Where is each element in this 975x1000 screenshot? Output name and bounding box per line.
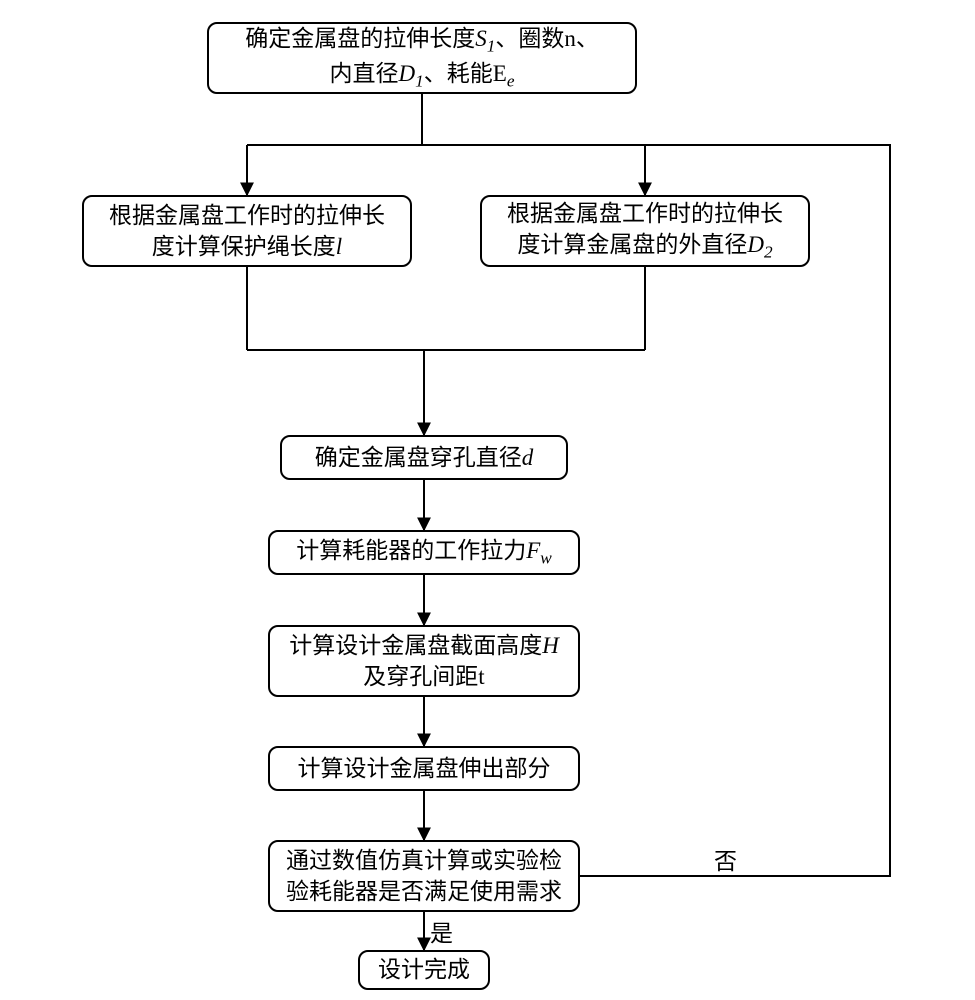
node-step-h-t: 计算设计金属盘截面高度H 及穿孔间距t (268, 625, 580, 697)
n6-sym: H (542, 633, 559, 658)
label-no: 否 (714, 842, 737, 876)
node-decision: 通过数值仿真计算或实验检 验耗能器是否满足使用需求 (268, 840, 580, 912)
n3-sub: 2 (764, 243, 773, 262)
node-right-branch: 根据金属盘工作时的拉伸长 度计算金属盘的外直径D2 (480, 195, 810, 267)
n2-line2a: 度计算保护绳长度 (152, 234, 336, 259)
n8-line2: 验耗能器是否满足使用需求 (286, 879, 562, 904)
node-start: 确定金属盘的拉伸长度S1、圈数n、 内直径D1、耗能Ee (207, 22, 637, 94)
n3-sym: D (747, 232, 764, 257)
n1-line2a: 内直径 (330, 61, 399, 86)
n6-line2: 及穿孔间距t (363, 664, 484, 689)
n8-line1: 通过数值仿真计算或实验检 (286, 848, 562, 873)
n5-text: 计算耗能器的工作拉力 (296, 538, 526, 563)
n3-line1: 根据金属盘工作时的拉伸长 (507, 201, 783, 226)
n1-sub3: e (507, 72, 515, 91)
n4-sym: d (522, 445, 534, 470)
n6-line1a: 计算设计金属盘截面高度 (289, 633, 542, 658)
node-step-fw: 计算耗能器的工作拉力Fw (268, 530, 580, 575)
n1-line1a: 确定金属盘的拉伸长度 (245, 26, 475, 51)
n1-line2b: 、耗能E (424, 61, 507, 86)
n2-line1: 根据金属盘工作时的拉伸长 (109, 203, 385, 228)
node-step-d: 确定金属盘穿孔直径d (280, 435, 568, 480)
n7-text: 计算设计金属盘伸出部分 (298, 756, 551, 781)
n3-line2a: 度计算金属盘的外直径 (517, 232, 747, 257)
label-yes: 是 (430, 914, 453, 948)
node-step-extend: 计算设计金属盘伸出部分 (268, 746, 580, 791)
n5-sym: F (526, 538, 540, 563)
n1-line1b: 、圈数n、 (495, 26, 599, 51)
node-end: 设计完成 (358, 950, 490, 990)
n4-text: 确定金属盘穿孔直径 (315, 445, 522, 470)
n1-sym1: S (475, 26, 487, 51)
n9-text: 设计完成 (378, 957, 470, 982)
n1-sym2: D (399, 61, 416, 86)
node-left-branch: 根据金属盘工作时的拉伸长 度计算保护绳长度l (82, 195, 412, 267)
n5-sub: w (540, 549, 552, 568)
n1-sub2: 1 (415, 72, 424, 91)
n2-sym: l (336, 234, 342, 259)
